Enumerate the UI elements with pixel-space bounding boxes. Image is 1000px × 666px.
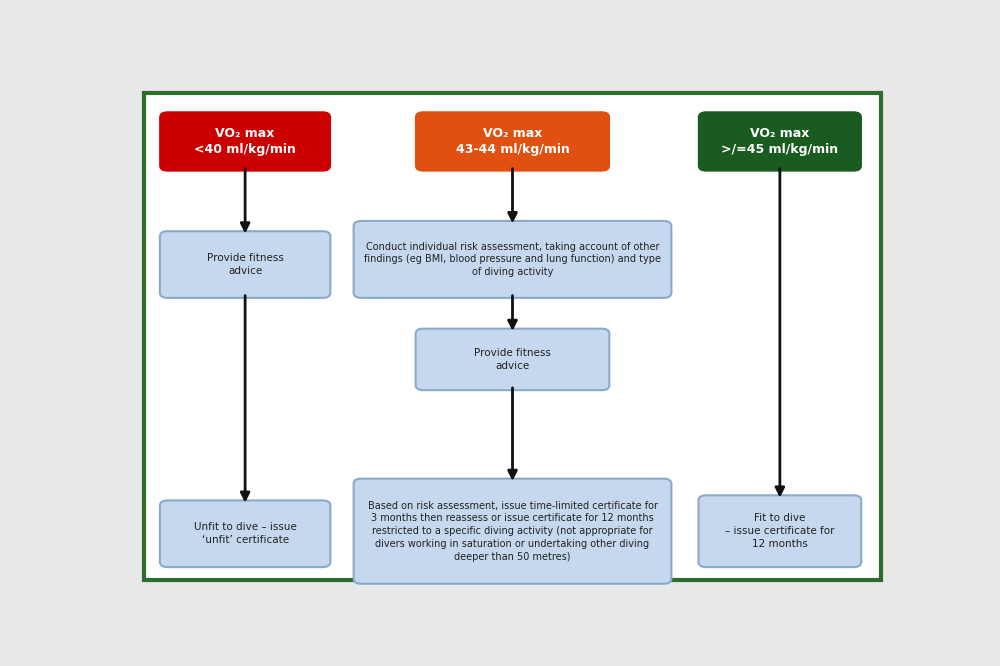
FancyBboxPatch shape [144, 93, 881, 580]
Text: Provide fitness
advice: Provide fitness advice [207, 253, 284, 276]
FancyBboxPatch shape [698, 112, 861, 171]
FancyBboxPatch shape [354, 479, 671, 584]
FancyBboxPatch shape [160, 500, 330, 567]
Text: Fit to dive
– issue certificate for
12 months: Fit to dive – issue certificate for 12 m… [725, 513, 835, 549]
FancyBboxPatch shape [416, 328, 609, 390]
FancyBboxPatch shape [160, 112, 330, 171]
Text: VO₂ max
>/=45 ml/kg/min: VO₂ max >/=45 ml/kg/min [721, 127, 838, 157]
Text: Unfit to dive – issue
‘unfit’ certificate: Unfit to dive – issue ‘unfit’ certificat… [194, 522, 297, 545]
Text: Conduct individual risk assessment, taking account of other
findings (eg BMI, bl: Conduct individual risk assessment, taki… [364, 242, 661, 277]
Text: Based on risk assessment, issue time-limited certificate for
3 months then reass: Based on risk assessment, issue time-lim… [368, 501, 658, 562]
Text: Provide fitness
advice: Provide fitness advice [474, 348, 551, 371]
FancyBboxPatch shape [416, 112, 609, 171]
FancyBboxPatch shape [354, 221, 671, 298]
Text: VO₂ max
<40 ml/kg/min: VO₂ max <40 ml/kg/min [194, 127, 296, 157]
FancyBboxPatch shape [160, 231, 330, 298]
Text: VO₂ max
43-44 ml/kg/min: VO₂ max 43-44 ml/kg/min [456, 127, 569, 157]
FancyBboxPatch shape [698, 496, 861, 567]
